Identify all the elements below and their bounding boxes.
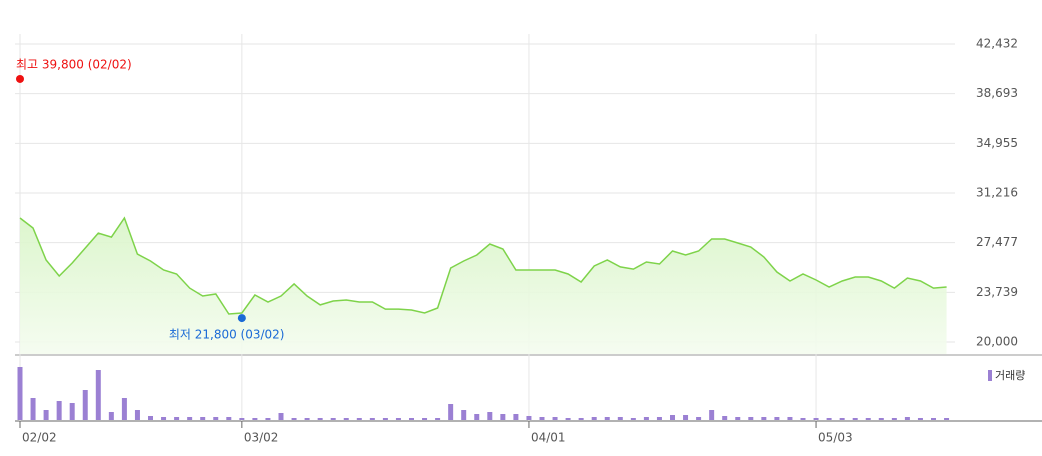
volume-bar (43, 410, 49, 420)
y-tick-label: 42,432 (976, 37, 1018, 51)
volume-bar (696, 417, 702, 420)
price-line (19, 216, 947, 315)
volume-bar (591, 417, 597, 420)
volume-bar (539, 417, 545, 420)
volume-bar (317, 418, 323, 420)
volume-bar (500, 414, 506, 420)
volume-bar (239, 418, 245, 420)
x-tick-label: 05/03 (818, 431, 853, 445)
volume-bar (226, 417, 232, 420)
volume-bar (17, 367, 23, 420)
volume-bar (95, 370, 101, 420)
volume-bar (722, 416, 728, 420)
volume-bar (422, 418, 428, 420)
volume-bar (852, 418, 858, 420)
volume-bar (356, 418, 362, 420)
volume-bar (931, 418, 936, 420)
volume-bar (565, 418, 571, 420)
volume-bar (30, 398, 36, 420)
volume-bar (382, 418, 388, 420)
volume-bar (187, 417, 193, 420)
volume-bar (826, 418, 832, 420)
volume-bar (304, 418, 310, 420)
volume-bar (891, 418, 897, 420)
y-tick-label: 27,477 (976, 235, 1018, 249)
volume-bar (774, 417, 780, 420)
volume-bar (200, 417, 206, 420)
volume-bar (865, 418, 871, 420)
volume-bar (787, 417, 793, 420)
volume-bar (800, 418, 806, 420)
volume-bar (670, 415, 675, 420)
volume-bar (904, 417, 910, 420)
y-tick-label: 23,739 (976, 285, 1018, 299)
volume-bar (578, 418, 584, 420)
volume-bar (461, 410, 467, 420)
high-label: 최고 39,800 (02/02) (16, 57, 132, 71)
volume-bar (409, 418, 414, 420)
volume-bar (108, 412, 114, 420)
volume-bar (656, 417, 662, 420)
volume-bar (604, 417, 610, 420)
volume-bar (643, 417, 649, 420)
volume-bar (761, 417, 767, 420)
volume-bar (944, 418, 950, 420)
volume-bar (435, 418, 441, 420)
volume-bar (474, 414, 480, 420)
legend-swatch (988, 370, 992, 381)
volume-bar (69, 403, 75, 420)
volume-bar (683, 415, 689, 420)
volume-bar (134, 410, 140, 420)
volume-bar (278, 413, 284, 420)
x-tick-label: 03/02 (244, 431, 279, 445)
volume-bar (748, 417, 754, 420)
volume-bar (82, 390, 88, 420)
price-area (20, 218, 947, 354)
volume-bar (291, 418, 297, 420)
y-tick-label: 31,216 (976, 186, 1018, 200)
high-marker (16, 74, 24, 83)
volume-bar (121, 398, 127, 420)
volume-bar (735, 417, 741, 420)
low-label: 최저 21,800 (03/02) (169, 328, 285, 342)
volume-bar (552, 417, 558, 420)
volume-bar (213, 417, 219, 420)
volume-bar (513, 414, 519, 420)
low-marker (237, 314, 246, 323)
volume-bar (839, 418, 845, 420)
y-tick-label: 34,955 (976, 136, 1018, 150)
y-tick-label: 20,000 (976, 335, 1018, 349)
legend-label: 거래량 (995, 369, 1025, 382)
volume-bar (630, 418, 636, 420)
volume-bar (252, 418, 258, 420)
volume-bar (174, 417, 180, 420)
volume-bar (148, 416, 153, 420)
volume-bar (330, 418, 336, 420)
volume-bar (526, 416, 532, 420)
volume-bar (448, 404, 454, 420)
x-tick-label: 04/01 (531, 431, 566, 445)
volume-bar (265, 418, 271, 420)
volume-bar (617, 417, 623, 420)
volume-bar (813, 418, 819, 420)
volume-bar (343, 418, 349, 420)
x-tick-label: 02/02 (22, 431, 57, 445)
volume-bar (878, 418, 884, 420)
volume-bar (487, 412, 493, 420)
volume-bar (917, 418, 923, 420)
y-tick-label: 38,693 (976, 86, 1018, 100)
volume-bar (395, 418, 401, 420)
volume-bar (161, 417, 167, 420)
volume-bar (369, 418, 375, 420)
volume-bar (709, 410, 715, 420)
volume-bar (56, 401, 62, 420)
